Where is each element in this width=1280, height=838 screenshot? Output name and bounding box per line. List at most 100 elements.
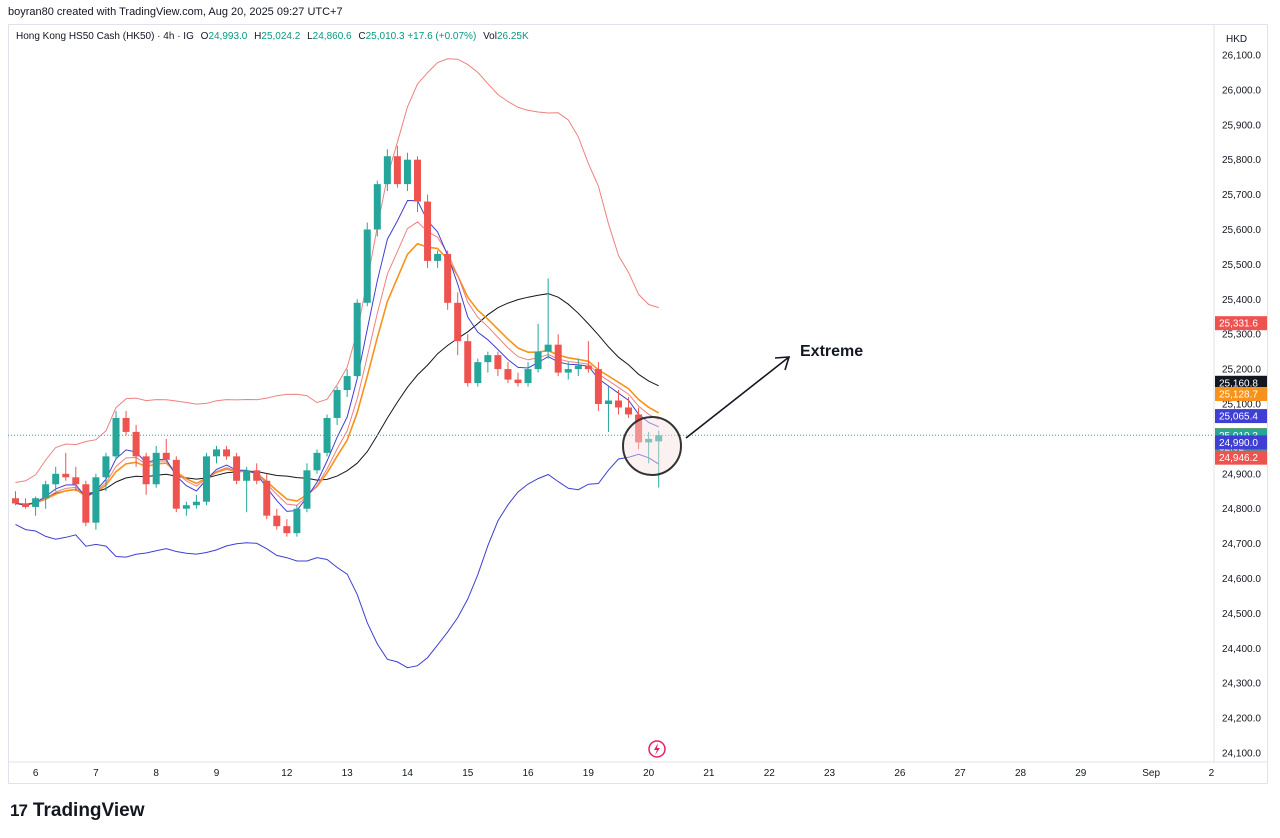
- tradingview-logo[interactable]: 17 TradingView: [10, 800, 145, 822]
- open-label: O: [200, 31, 209, 42]
- candle[interactable]: [504, 362, 512, 384]
- candle[interactable]: [444, 250, 452, 310]
- candle[interactable]: [243, 466, 251, 513]
- candle[interactable]: [253, 463, 261, 485]
- candle[interactable]: [92, 473, 100, 530]
- candle[interactable]: [534, 323, 542, 373]
- symbol-name[interactable]: Hong Kong HS50 Cash (HK50) · 4h · IG: [16, 31, 194, 42]
- candle[interactable]: [403, 152, 411, 192]
- symbol-legend[interactable]: Hong Kong HS50 Cash (HK50) · 4h · IG O24…: [16, 30, 529, 44]
- candle[interactable]: [22, 498, 30, 509]
- candle[interactable]: [414, 156, 421, 213]
- candle[interactable]: [283, 519, 291, 537]
- extreme-arrow-line[interactable]: [685, 356, 790, 439]
- y-tick-label: 24,700.0: [1222, 539, 1261, 550]
- candle[interactable]: [484, 351, 492, 373]
- candle[interactable]: [273, 508, 281, 530]
- candle[interactable]: [474, 358, 482, 387]
- candle[interactable]: [172, 456, 180, 513]
- candle[interactable]: [564, 362, 572, 380]
- time-axis[interactable]: 6 7 8 9 12 13 14 15 16 19 20 21 22 23 26 27 28 29 Sep 2: [8, 761, 1268, 779]
- x-tick-label: 22: [764, 768, 776, 779]
- candle[interactable]: [313, 449, 321, 474]
- open-value: 24,993.0: [208, 31, 248, 42]
- candle[interactable]: [162, 438, 170, 460]
- price-label-text: 25,128.7: [1219, 389, 1258, 400]
- x-tick-label: 2: [1209, 768, 1215, 779]
- arrowhead-icon: [774, 356, 791, 371]
- candle[interactable]: [584, 341, 592, 373]
- candle[interactable]: [82, 480, 90, 527]
- candle[interactable]: [72, 466, 80, 492]
- x-tick-label: 13: [342, 768, 354, 779]
- candle[interactable]: [393, 145, 401, 188]
- candle[interactable]: [424, 194, 432, 268]
- candle[interactable]: [333, 386, 341, 425]
- candle[interactable]: [293, 505, 301, 537]
- candle[interactable]: [494, 351, 502, 377]
- candles[interactable]: [12, 145, 663, 537]
- price-label: 25,331.6: [1215, 316, 1267, 331]
- candle[interactable]: [182, 501, 190, 516]
- candle[interactable]: [635, 407, 643, 450]
- y-tick-label: 25,600.0: [1222, 225, 1261, 236]
- candle[interactable]: [192, 494, 200, 509]
- x-tick-label: Sep: [1142, 768, 1160, 779]
- x-tick-label: 28: [1015, 768, 1027, 779]
- price-label: 25,128.7: [1215, 386, 1267, 401]
- candle[interactable]: [122, 410, 130, 436]
- price-label-text: 24,990.0: [1219, 438, 1258, 449]
- candle[interactable]: [62, 452, 70, 481]
- candle[interactable]: [544, 278, 552, 359]
- candle[interactable]: [554, 334, 562, 377]
- candle[interactable]: [363, 222, 371, 307]
- candle[interactable]: [655, 430, 663, 488]
- candle[interactable]: [383, 149, 391, 192]
- candle[interactable]: [102, 452, 110, 492]
- candle[interactable]: [514, 372, 522, 387]
- candle[interactable]: [594, 362, 602, 411]
- extreme-label[interactable]: Extreme: [800, 343, 863, 360]
- candle[interactable]: [343, 369, 351, 398]
- annotations[interactable]: Extreme: [622, 343, 863, 476]
- candle[interactable]: [574, 358, 582, 377]
- candle[interactable]: [152, 445, 160, 488]
- candle[interactable]: [323, 414, 331, 457]
- price-axis[interactable]: HKD 24,100.0 24,200.0 24,300.0 24,400.0 24,5…: [1213, 24, 1261, 762]
- x-tick-label: 16: [522, 768, 534, 779]
- candle[interactable]: [12, 491, 19, 506]
- candle[interactable]: [142, 452, 150, 495]
- price-label: 25,065.4: [1215, 409, 1267, 424]
- candle[interactable]: [202, 452, 210, 506]
- candle[interactable]: [353, 299, 361, 380]
- vol-value: 26.25K: [496, 31, 529, 42]
- indicator-lines: [15, 58, 660, 669]
- candle[interactable]: [223, 445, 231, 460]
- candle[interactable]: [52, 466, 60, 492]
- candle[interactable]: [373, 180, 381, 237]
- candle[interactable]: [645, 431, 653, 464]
- y-tick-label: 24,100.0: [1222, 749, 1261, 760]
- candle[interactable]: [42, 480, 50, 509]
- candle[interactable]: [213, 445, 220, 464]
- extreme-circle[interactable]: [622, 416, 682, 476]
- close-label: C: [358, 31, 366, 42]
- candle[interactable]: [112, 410, 120, 460]
- candle[interactable]: [263, 473, 271, 520]
- candle[interactable]: [604, 386, 612, 432]
- candle[interactable]: [233, 452, 241, 485]
- y-tick-label: 24,400.0: [1222, 644, 1261, 655]
- candle[interactable]: [132, 424, 140, 467]
- candle[interactable]: [625, 397, 633, 418]
- candle[interactable]: [303, 463, 311, 513]
- lightning-icon[interactable]: [648, 740, 666, 758]
- candle[interactable]: [615, 390, 622, 415]
- candle[interactable]: [32, 496, 40, 516]
- candle[interactable]: [434, 250, 442, 268]
- x-tick-label: 8: [153, 768, 159, 779]
- candle[interactable]: [454, 292, 462, 356]
- candle[interactable]: [524, 362, 532, 387]
- price-label: 25,160.8: [1215, 375, 1267, 390]
- candle[interactable]: [464, 334, 472, 387]
